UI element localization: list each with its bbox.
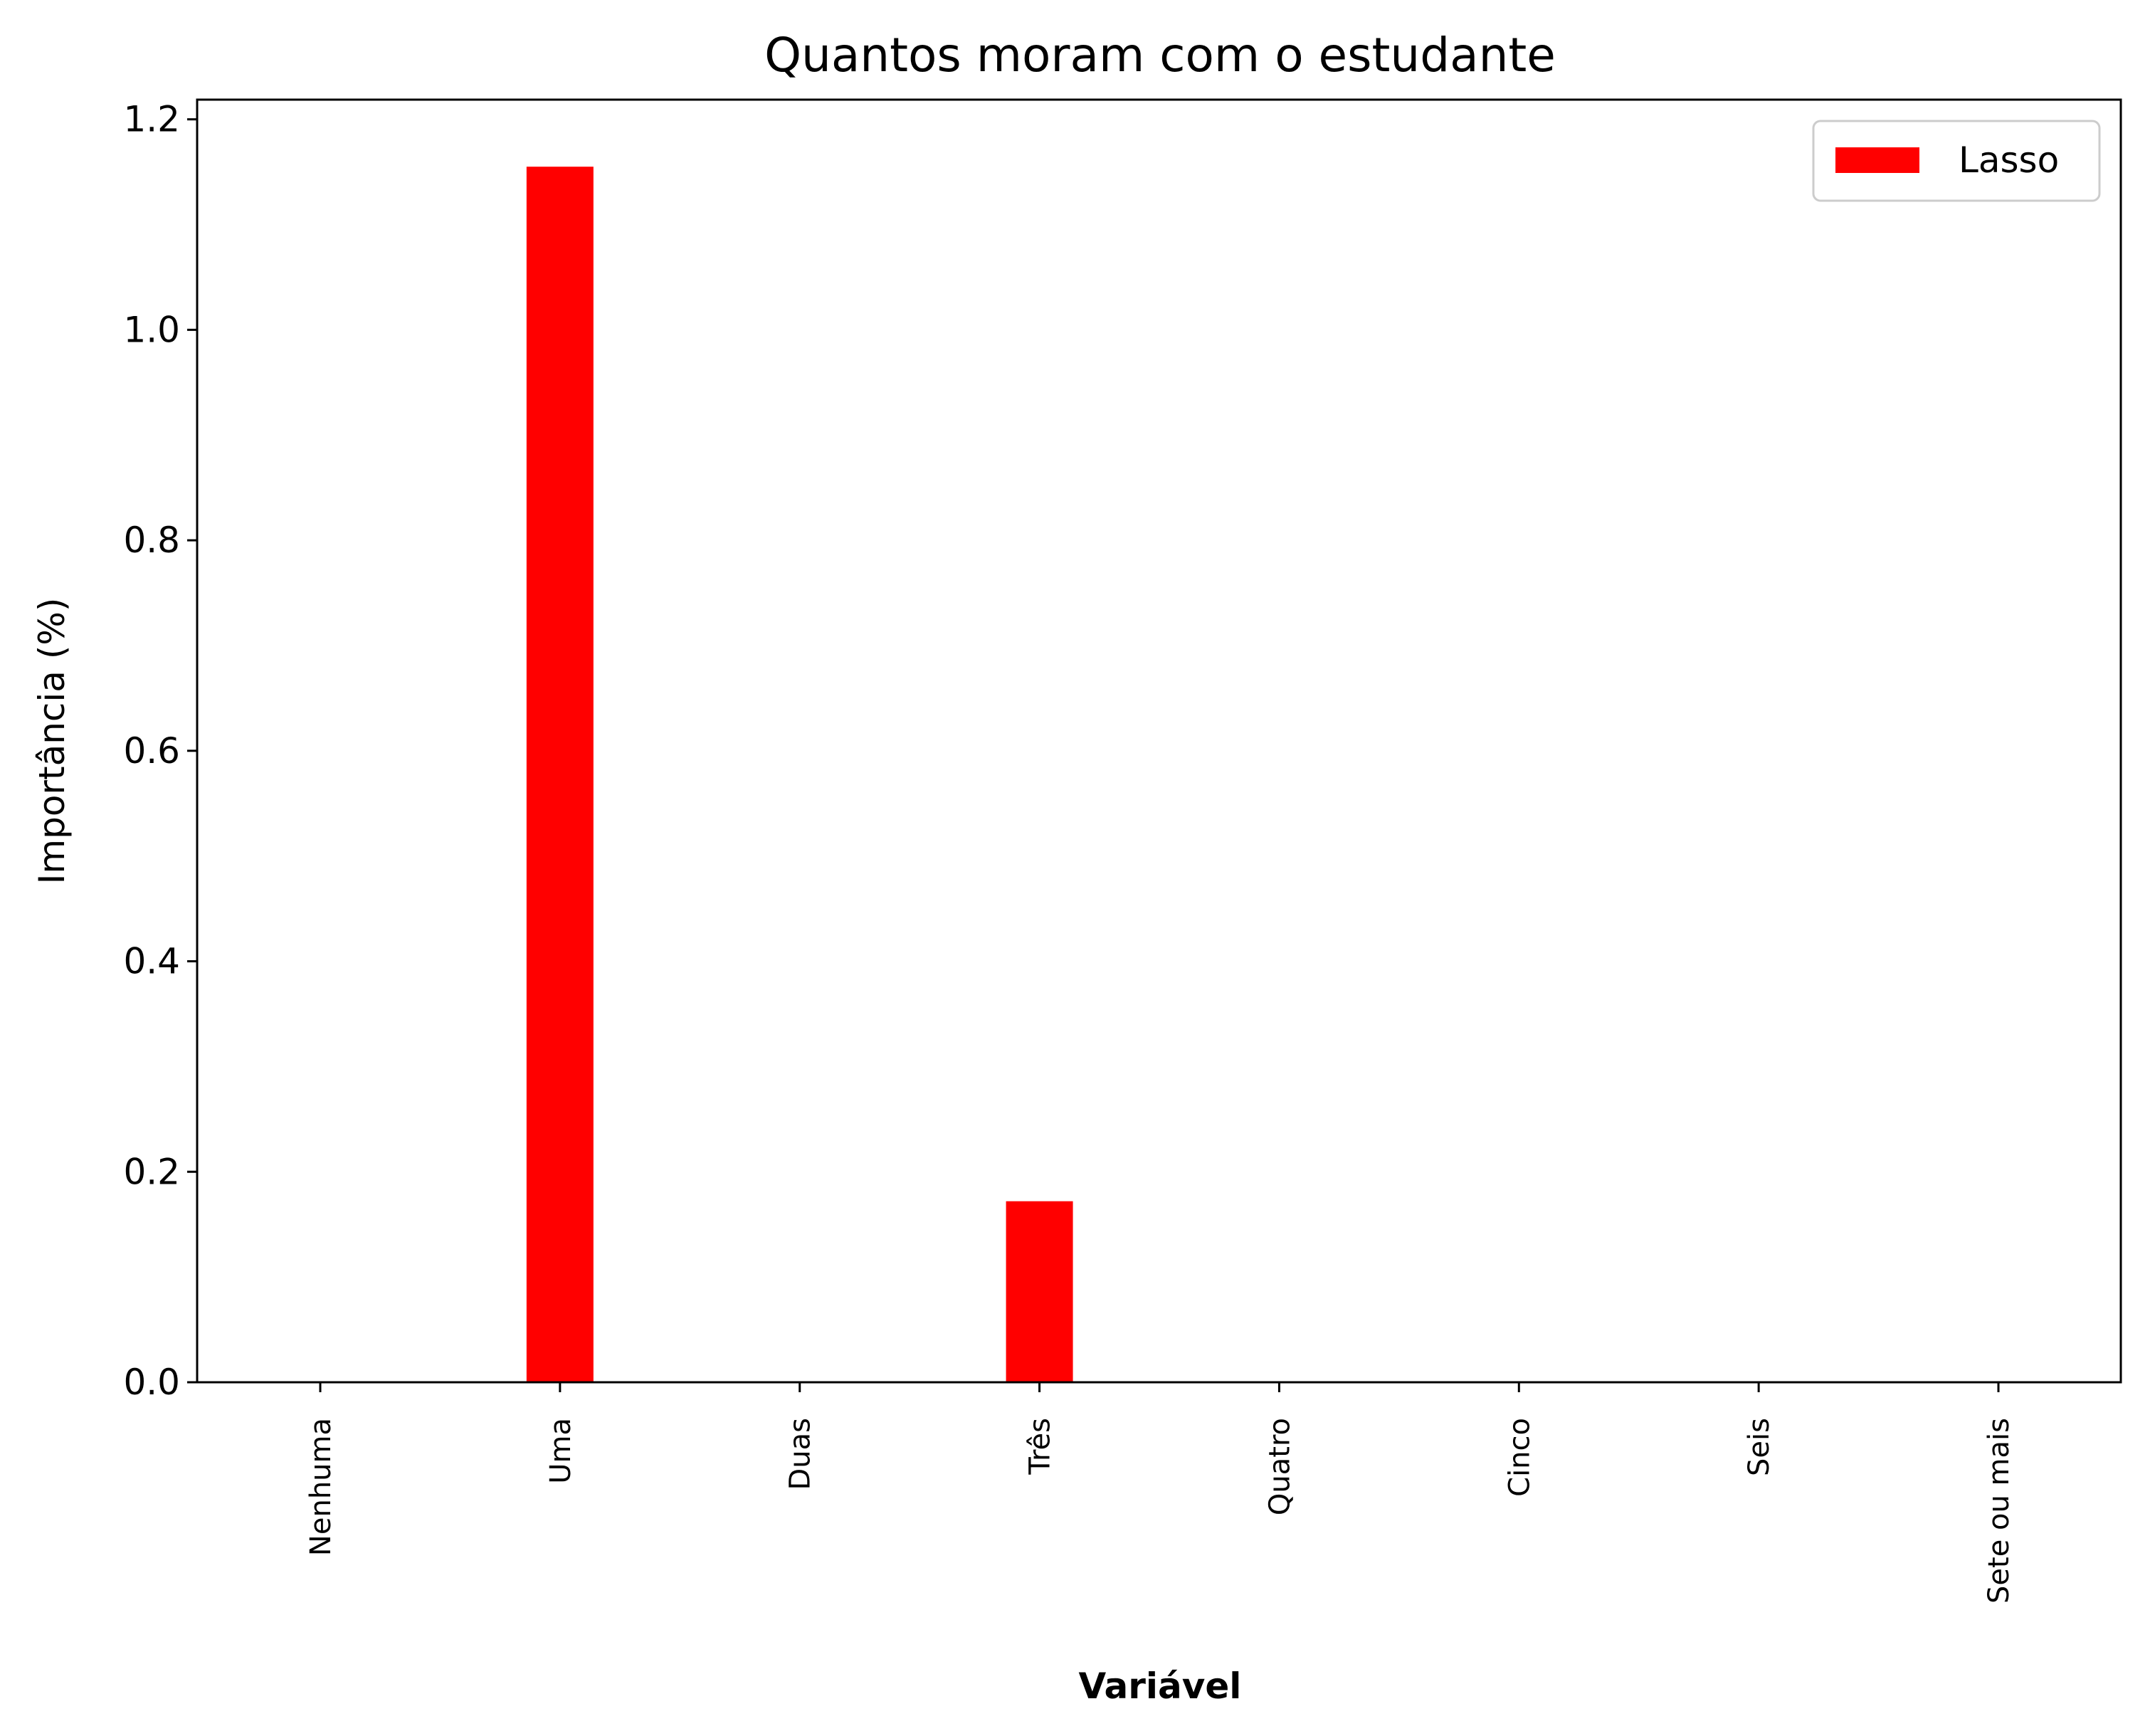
x-tick-label: Três: [1024, 1418, 1057, 1475]
y-tick-label: 0.0: [123, 1362, 180, 1403]
bar-três: [1006, 1201, 1073, 1382]
bars-group: [526, 167, 1073, 1383]
y-tick-label: 0.4: [123, 941, 180, 982]
y-tick-label: 0.8: [123, 520, 180, 561]
legend: Lasso: [1812, 120, 2101, 202]
x-tick-label: Uma: [544, 1418, 577, 1484]
plot-frame: [196, 98, 2122, 1384]
y-axis-label: Importância (%): [31, 598, 73, 885]
legend-box: [1812, 120, 2101, 202]
chart-title: Quantos moram com o estudante: [764, 28, 1556, 83]
x-tick-label: Duas: [784, 1418, 817, 1490]
x-axis-label: Variável: [1079, 1666, 1242, 1707]
bar-uma: [526, 167, 594, 1383]
x-tick-label: Quatro: [1263, 1418, 1296, 1515]
x-tick-label: Sete ou mais: [1983, 1418, 2015, 1604]
y-tick-label: 1.0: [123, 309, 180, 350]
x-tick-label: Cinco: [1503, 1418, 1536, 1497]
legend-label-lasso: Lasso: [1959, 140, 2059, 181]
x-tick-label: Seis: [1743, 1418, 1776, 1476]
x-tick-label: Nenhuma: [305, 1418, 337, 1556]
y-tick-label: 1.2: [123, 99, 180, 140]
y-tick-label: 0.2: [123, 1151, 180, 1192]
legend-swatch-lasso: [1835, 147, 1919, 173]
y-axis: 0.0 0.2 0.4 0.6 0.8 1.0 1.2: [123, 99, 197, 1403]
y-tick-label: 0.6: [123, 730, 180, 772]
x-axis: Nenhuma Uma Duas Três Quatro Cinco Seis Sete ou…: [305, 1382, 2015, 1604]
